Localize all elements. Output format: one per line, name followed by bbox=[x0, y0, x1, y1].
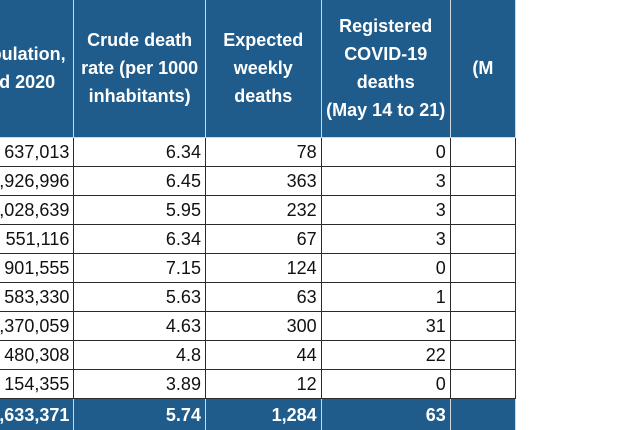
table-row: 637,013 6.34 78 0 bbox=[0, 137, 517, 167]
total-row: 11,633,371 5.74 1,284 63 bbox=[0, 398, 517, 430]
table-cell[interactable]: 901,555 bbox=[0, 253, 75, 283]
table-cell[interactable]: 31 bbox=[320, 311, 451, 341]
table-cell[interactable]: 6.34 bbox=[73, 137, 206, 167]
header-cell-crude-death-rate[interactable]: Crude death rate (per 1000 inhabitants) bbox=[73, 0, 206, 138]
table-cell[interactable]: 124 bbox=[204, 253, 322, 283]
total-cell[interactable]: 63 bbox=[320, 398, 451, 430]
header-cell-registered-covid-deaths[interactable]: Registered COVID-19 deaths (May 14 to 21… bbox=[320, 0, 451, 138]
total-cell[interactable]: 11,633,371 bbox=[0, 398, 75, 430]
table-cell[interactable]: 3.89 bbox=[73, 369, 206, 399]
table-cell[interactable]: 551,116 bbox=[0, 224, 75, 254]
table-cell[interactable]: 583,330 bbox=[0, 282, 75, 312]
table-cell[interactable]: 78 bbox=[204, 137, 322, 167]
table-cell[interactable]: 0 bbox=[320, 253, 451, 283]
table-cell[interactable]: 1 bbox=[320, 282, 451, 312]
table-cell[interactable]: 300 bbox=[204, 311, 322, 341]
table-cell[interactable]: 63 bbox=[204, 282, 322, 312]
table-cell[interactable]: 3 bbox=[320, 195, 451, 225]
table-cell[interactable] bbox=[449, 195, 517, 225]
table-cell[interactable] bbox=[449, 253, 517, 283]
table-cell[interactable] bbox=[449, 166, 517, 196]
table-cell[interactable]: 0 bbox=[320, 137, 451, 167]
table-cell[interactable]: 5.95 bbox=[73, 195, 206, 225]
table-cell[interactable]: 22 bbox=[320, 340, 451, 370]
total-cell[interactable]: 1,284 bbox=[204, 398, 322, 430]
header-cell-expected-deaths[interactable]: Expected weekly deaths bbox=[204, 0, 322, 138]
table-cell[interactable]: 3 bbox=[320, 166, 451, 196]
header-row: t Population, mid 2020 Crude death rate … bbox=[0, 0, 517, 138]
total-cell[interactable]: 5.74 bbox=[73, 398, 206, 430]
header-cell-population[interactable]: Population, mid 2020 bbox=[0, 0, 75, 138]
table-cell[interactable]: 4.8 bbox=[73, 340, 206, 370]
total-cell[interactable] bbox=[449, 398, 517, 430]
table-cell[interactable]: 363 bbox=[204, 166, 322, 196]
table-cell[interactable]: 0 bbox=[320, 369, 451, 399]
table-cell[interactable]: 6.34 bbox=[73, 224, 206, 254]
table-cell[interactable]: 6.45 bbox=[73, 166, 206, 196]
table-cell[interactable]: 480,308 bbox=[0, 340, 75, 370]
table-cell[interactable]: 637,013 bbox=[0, 137, 75, 167]
table-cell[interactable] bbox=[449, 369, 517, 399]
table-cell[interactable]: 2,926,996 bbox=[0, 166, 75, 196]
table-cell[interactable]: 5.63 bbox=[73, 282, 206, 312]
table-cell[interactable]: 232 bbox=[204, 195, 322, 225]
table-cell[interactable]: 3 bbox=[320, 224, 451, 254]
table-row: 551,116 6.34 67 3 bbox=[0, 224, 517, 254]
table-cell[interactable]: 7.15 bbox=[73, 253, 206, 283]
table-cell[interactable]: 67 bbox=[204, 224, 322, 254]
table-row: 480,308 4.8 44 22 bbox=[0, 340, 517, 370]
table-cell[interactable]: 2,028,639 bbox=[0, 195, 75, 225]
table-row: 583,330 5.63 63 1 bbox=[0, 282, 517, 312]
covid-deaths-table: t Population, mid 2020 Crude death rate … bbox=[0, 0, 517, 430]
table-row: 154,355 3.89 12 0 bbox=[0, 369, 517, 399]
table-cell[interactable] bbox=[449, 311, 517, 341]
table-cell[interactable] bbox=[449, 137, 517, 167]
table-cell[interactable]: 44 bbox=[204, 340, 322, 370]
table-cell[interactable] bbox=[449, 282, 517, 312]
table-cell[interactable]: 12 bbox=[204, 369, 322, 399]
table-cell[interactable] bbox=[449, 340, 517, 370]
table-row: 901,555 7.15 124 0 bbox=[0, 253, 517, 283]
table-cell[interactable]: 4.63 bbox=[73, 311, 206, 341]
table-cell[interactable] bbox=[449, 224, 517, 254]
table-cell[interactable]: 154,355 bbox=[0, 369, 75, 399]
table-cell[interactable]: 3,370,059 bbox=[0, 311, 75, 341]
header-cell-next[interactable]: (M bbox=[449, 0, 517, 138]
